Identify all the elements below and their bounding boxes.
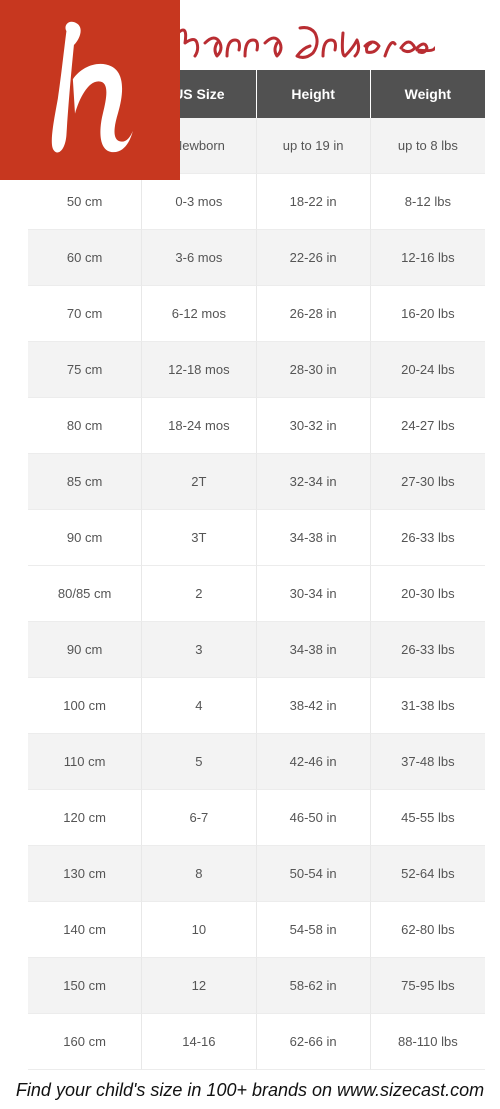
- table-cell: 8: [142, 846, 256, 902]
- table-cell: 88-110 lbs: [371, 1014, 485, 1070]
- table-row: 60 cm3-6 mos22-26 in12-16 lbs: [28, 230, 485, 286]
- table-cell: 70 cm: [28, 286, 142, 342]
- table-cell: 30-34 in: [257, 566, 371, 622]
- table-cell: 18-22 in: [257, 174, 371, 230]
- table-cell: 80/85 cm: [28, 566, 142, 622]
- table-cell: 58-62 in: [257, 958, 371, 1014]
- table-row: 100 cm438-42 in31-38 lbs: [28, 678, 485, 734]
- table-cell: 18-24 mos: [142, 398, 256, 454]
- brand-script-logo: [165, 18, 435, 68]
- table-cell: 2: [142, 566, 256, 622]
- table-cell: 28-30 in: [257, 342, 371, 398]
- table-row: 140 cm1054-58 in62-80 lbs: [28, 902, 485, 958]
- table-cell: 3-6 mos: [142, 230, 256, 286]
- table-row: 80 cm18-24 mos30-32 in24-27 lbs: [28, 398, 485, 454]
- table-cell: 26-28 in: [257, 286, 371, 342]
- table-cell: 42-46 in: [257, 734, 371, 790]
- table-cell: 50 cm: [28, 174, 142, 230]
- promo-badge: [0, 0, 180, 180]
- table-cell: 16-20 lbs: [371, 286, 485, 342]
- table-row: 130 cm850-54 in52-64 lbs: [28, 846, 485, 902]
- table-cell: 8-12 lbs: [371, 174, 485, 230]
- table-cell: 90 cm: [28, 622, 142, 678]
- table-row: 110 cm542-46 in37-48 lbs: [28, 734, 485, 790]
- table-cell: 50-54 in: [257, 846, 371, 902]
- table-cell: 3T: [142, 510, 256, 566]
- table-cell: 27-30 lbs: [371, 454, 485, 510]
- table-row: 70 cm6-12 mos26-28 in16-20 lbs: [28, 286, 485, 342]
- table-cell: 31-38 lbs: [371, 678, 485, 734]
- table-cell: 6-12 mos: [142, 286, 256, 342]
- table-cell: 110 cm: [28, 734, 142, 790]
- table-cell: 34-38 in: [257, 510, 371, 566]
- table-cell: 37-48 lbs: [371, 734, 485, 790]
- table-cell: 12: [142, 958, 256, 1014]
- table-cell: 62-80 lbs: [371, 902, 485, 958]
- promo-h-icon: [35, 15, 145, 165]
- col-weight: Weight: [371, 70, 485, 118]
- table-cell: 26-33 lbs: [371, 622, 485, 678]
- table-cell: up to 19 in: [257, 118, 371, 174]
- table-row: 85 cm2T32-34 in27-30 lbs: [28, 454, 485, 510]
- table-cell: 24-27 lbs: [371, 398, 485, 454]
- table-row: 80/85 cm230-34 in20-30 lbs: [28, 566, 485, 622]
- table-cell: 10: [142, 902, 256, 958]
- table-row: 50 cm0-3 mos18-22 in8-12 lbs: [28, 174, 485, 230]
- table-cell: 4: [142, 678, 256, 734]
- table-cell: 0-3 mos: [142, 174, 256, 230]
- table-cell: 3: [142, 622, 256, 678]
- table-cell: 34-38 in: [257, 622, 371, 678]
- table-cell: 150 cm: [28, 958, 142, 1014]
- table-cell: 52-64 lbs: [371, 846, 485, 902]
- table-cell: 22-26 in: [257, 230, 371, 286]
- table-row: 150 cm1258-62 in75-95 lbs: [28, 958, 485, 1014]
- footer-note: Find your child's size in 100+ brands on…: [0, 1070, 500, 1109]
- table-cell: 12-16 lbs: [371, 230, 485, 286]
- table-cell: 5: [142, 734, 256, 790]
- table-cell: 75-95 lbs: [371, 958, 485, 1014]
- table-cell: 20-30 lbs: [371, 566, 485, 622]
- table-cell: 20-24 lbs: [371, 342, 485, 398]
- table-cell: 75 cm: [28, 342, 142, 398]
- table-cell: 45-55 lbs: [371, 790, 485, 846]
- table-cell: 80 cm: [28, 398, 142, 454]
- table-row: 75 cm12-18 mos28-30 in20-24 lbs: [28, 342, 485, 398]
- table-cell: 32-34 in: [257, 454, 371, 510]
- table-cell: 140 cm: [28, 902, 142, 958]
- table-cell: 12-18 mos: [142, 342, 256, 398]
- table-cell: 85 cm: [28, 454, 142, 510]
- table-cell: 130 cm: [28, 846, 142, 902]
- table-cell: 120 cm: [28, 790, 142, 846]
- table-cell: 46-50 in: [257, 790, 371, 846]
- table-cell: 54-58 in: [257, 902, 371, 958]
- table-row: 90 cm3T34-38 in26-33 lbs: [28, 510, 485, 566]
- table-cell: 2T: [142, 454, 256, 510]
- table-cell: 60 cm: [28, 230, 142, 286]
- size-table: Hanna Size US Size Height Weight Newborn…: [28, 70, 485, 1070]
- table-cell: 6-7: [142, 790, 256, 846]
- table-cell: 100 cm: [28, 678, 142, 734]
- table-cell: 30-32 in: [257, 398, 371, 454]
- table-cell: 14-16: [142, 1014, 256, 1070]
- table-cell: up to 8 lbs: [371, 118, 485, 174]
- table-cell: 160 cm: [28, 1014, 142, 1070]
- table-cell: 26-33 lbs: [371, 510, 485, 566]
- table-row: 160 cm14-1662-66 in88-110 lbs: [28, 1014, 485, 1070]
- table-cell: 90 cm: [28, 510, 142, 566]
- table-row: 90 cm334-38 in26-33 lbs: [28, 622, 485, 678]
- table-cell: 62-66 in: [257, 1014, 371, 1070]
- col-height: Height: [257, 70, 371, 118]
- table-row: 120 cm6-746-50 in45-55 lbs: [28, 790, 485, 846]
- table-cell: 38-42 in: [257, 678, 371, 734]
